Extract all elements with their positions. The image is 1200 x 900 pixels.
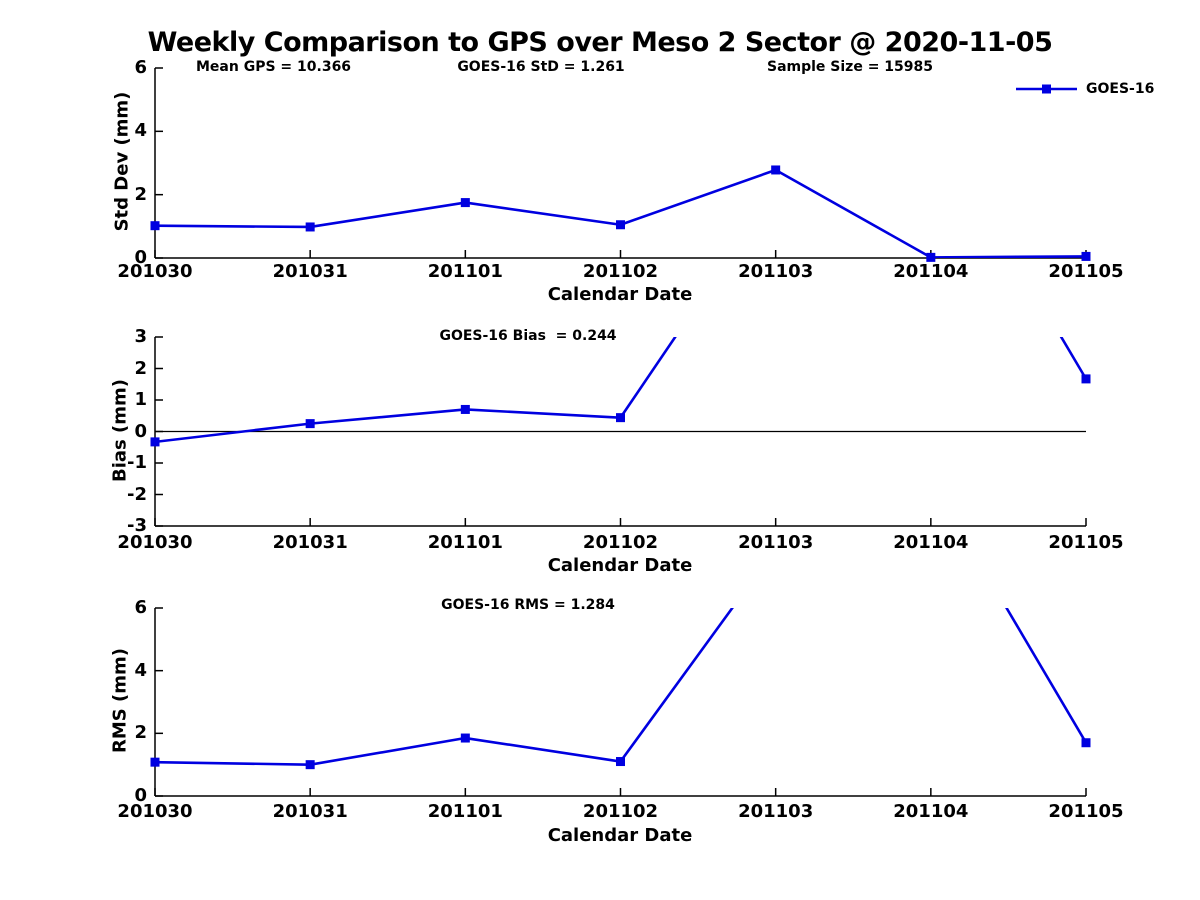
data-point-marker	[771, 165, 781, 175]
x-tick-label: 201030	[117, 532, 193, 553]
y-tick-label: -3	[127, 515, 147, 536]
x-tick-label: 201031	[272, 261, 348, 282]
y-tick-label: 0	[134, 420, 147, 442]
y-tick-label: 0	[134, 247, 147, 268]
x-tick-label: 201105	[1048, 801, 1124, 822]
data-point-marker	[305, 222, 315, 232]
y-tick-label: -2	[127, 483, 147, 505]
data-point-marker	[1081, 374, 1091, 384]
x-tick-label: 201102	[582, 261, 659, 282]
data-point-marker	[305, 760, 315, 770]
x-axis-label-rms: Calendar Date	[547, 825, 693, 846]
x-tick-label: 201104	[893, 261, 969, 282]
y-tick-label: -1	[127, 452, 147, 473]
data-point-marker	[460, 198, 470, 208]
y-tick-label: 4	[134, 659, 147, 681]
data-point-marker	[926, 252, 936, 262]
x-tick-label: 201031	[272, 532, 348, 553]
data-point-marker	[150, 757, 160, 767]
legend-marker	[1042, 84, 1051, 94]
data-point-marker	[305, 419, 315, 429]
data-point-marker	[1081, 738, 1091, 748]
x-tick-label: 201103	[738, 801, 814, 822]
x-tick-label: 201101	[427, 532, 503, 553]
data-point-marker	[616, 220, 625, 230]
x-tick-label: 201101	[427, 801, 503, 822]
x-tick-label: 201104	[893, 532, 969, 553]
x-tick-label: 201103	[738, 532, 814, 553]
data-point-marker	[460, 404, 470, 414]
x-tick-label: 201104	[893, 801, 969, 822]
legend-label: GOES-16	[1086, 81, 1155, 97]
x-tick-label: 201105	[1048, 532, 1124, 553]
data-point-marker	[616, 413, 625, 423]
y-tick-label: 2	[134, 722, 147, 744]
y-axis-label-rms: RMS (mm)	[109, 648, 131, 753]
y-tick-label: 2	[134, 183, 147, 205]
x-tick-label: 201105	[1048, 261, 1124, 282]
annotation-sample-size: Sample Size = 15985	[766, 59, 934, 75]
x-tick-label: 201102	[582, 801, 659, 822]
y-axis-label-std-dev: Std Dev (mm)	[111, 91, 133, 232]
y-tick-label: 6	[134, 57, 147, 78]
chart-title: Weekly Comparison to GPS over Meso 2 Sec…	[147, 27, 1053, 58]
y-tick-label: 4	[134, 120, 147, 142]
y-tick-label: 6	[134, 597, 147, 618]
data-point-marker	[460, 733, 470, 743]
annotation-goes16-std: GOES-16 StD = 1.261	[457, 59, 625, 75]
legend-line-marker-icon	[1016, 84, 1077, 94]
x-axis-label-bias: Calendar Date	[547, 555, 693, 576]
x-tick-label: 201031	[272, 801, 348, 822]
y-tick-label: 2	[134, 357, 147, 379]
annotation-mean-gps: Mean GPS = 10.366	[196, 59, 352, 75]
x-tick-label: 201102	[582, 532, 659, 553]
data-point-marker	[1081, 251, 1091, 261]
annotation-goes16-rms: GOES-16 RMS = 1.284	[441, 597, 615, 613]
y-tick-label: 3	[134, 326, 147, 347]
x-tick-label: 201030	[117, 801, 193, 822]
y-tick-label: 0	[134, 785, 147, 806]
series-line-goes-16	[155, 168, 1086, 258]
data-point-marker	[616, 757, 625, 767]
x-tick-label: 201101	[427, 261, 503, 282]
data-point-marker	[150, 221, 160, 231]
data-point-marker	[150, 437, 160, 447]
x-axis-label-std-dev: Calendar Date	[547, 284, 693, 305]
x-tick-label: 201030	[117, 261, 193, 282]
x-tick-label: 201103	[738, 261, 814, 282]
y-tick-label: 1	[134, 389, 147, 410]
legend: GOES-16	[1016, 81, 1154, 97]
annotation-goes16-bias: GOES-16 Bias = 0.244	[439, 328, 617, 344]
